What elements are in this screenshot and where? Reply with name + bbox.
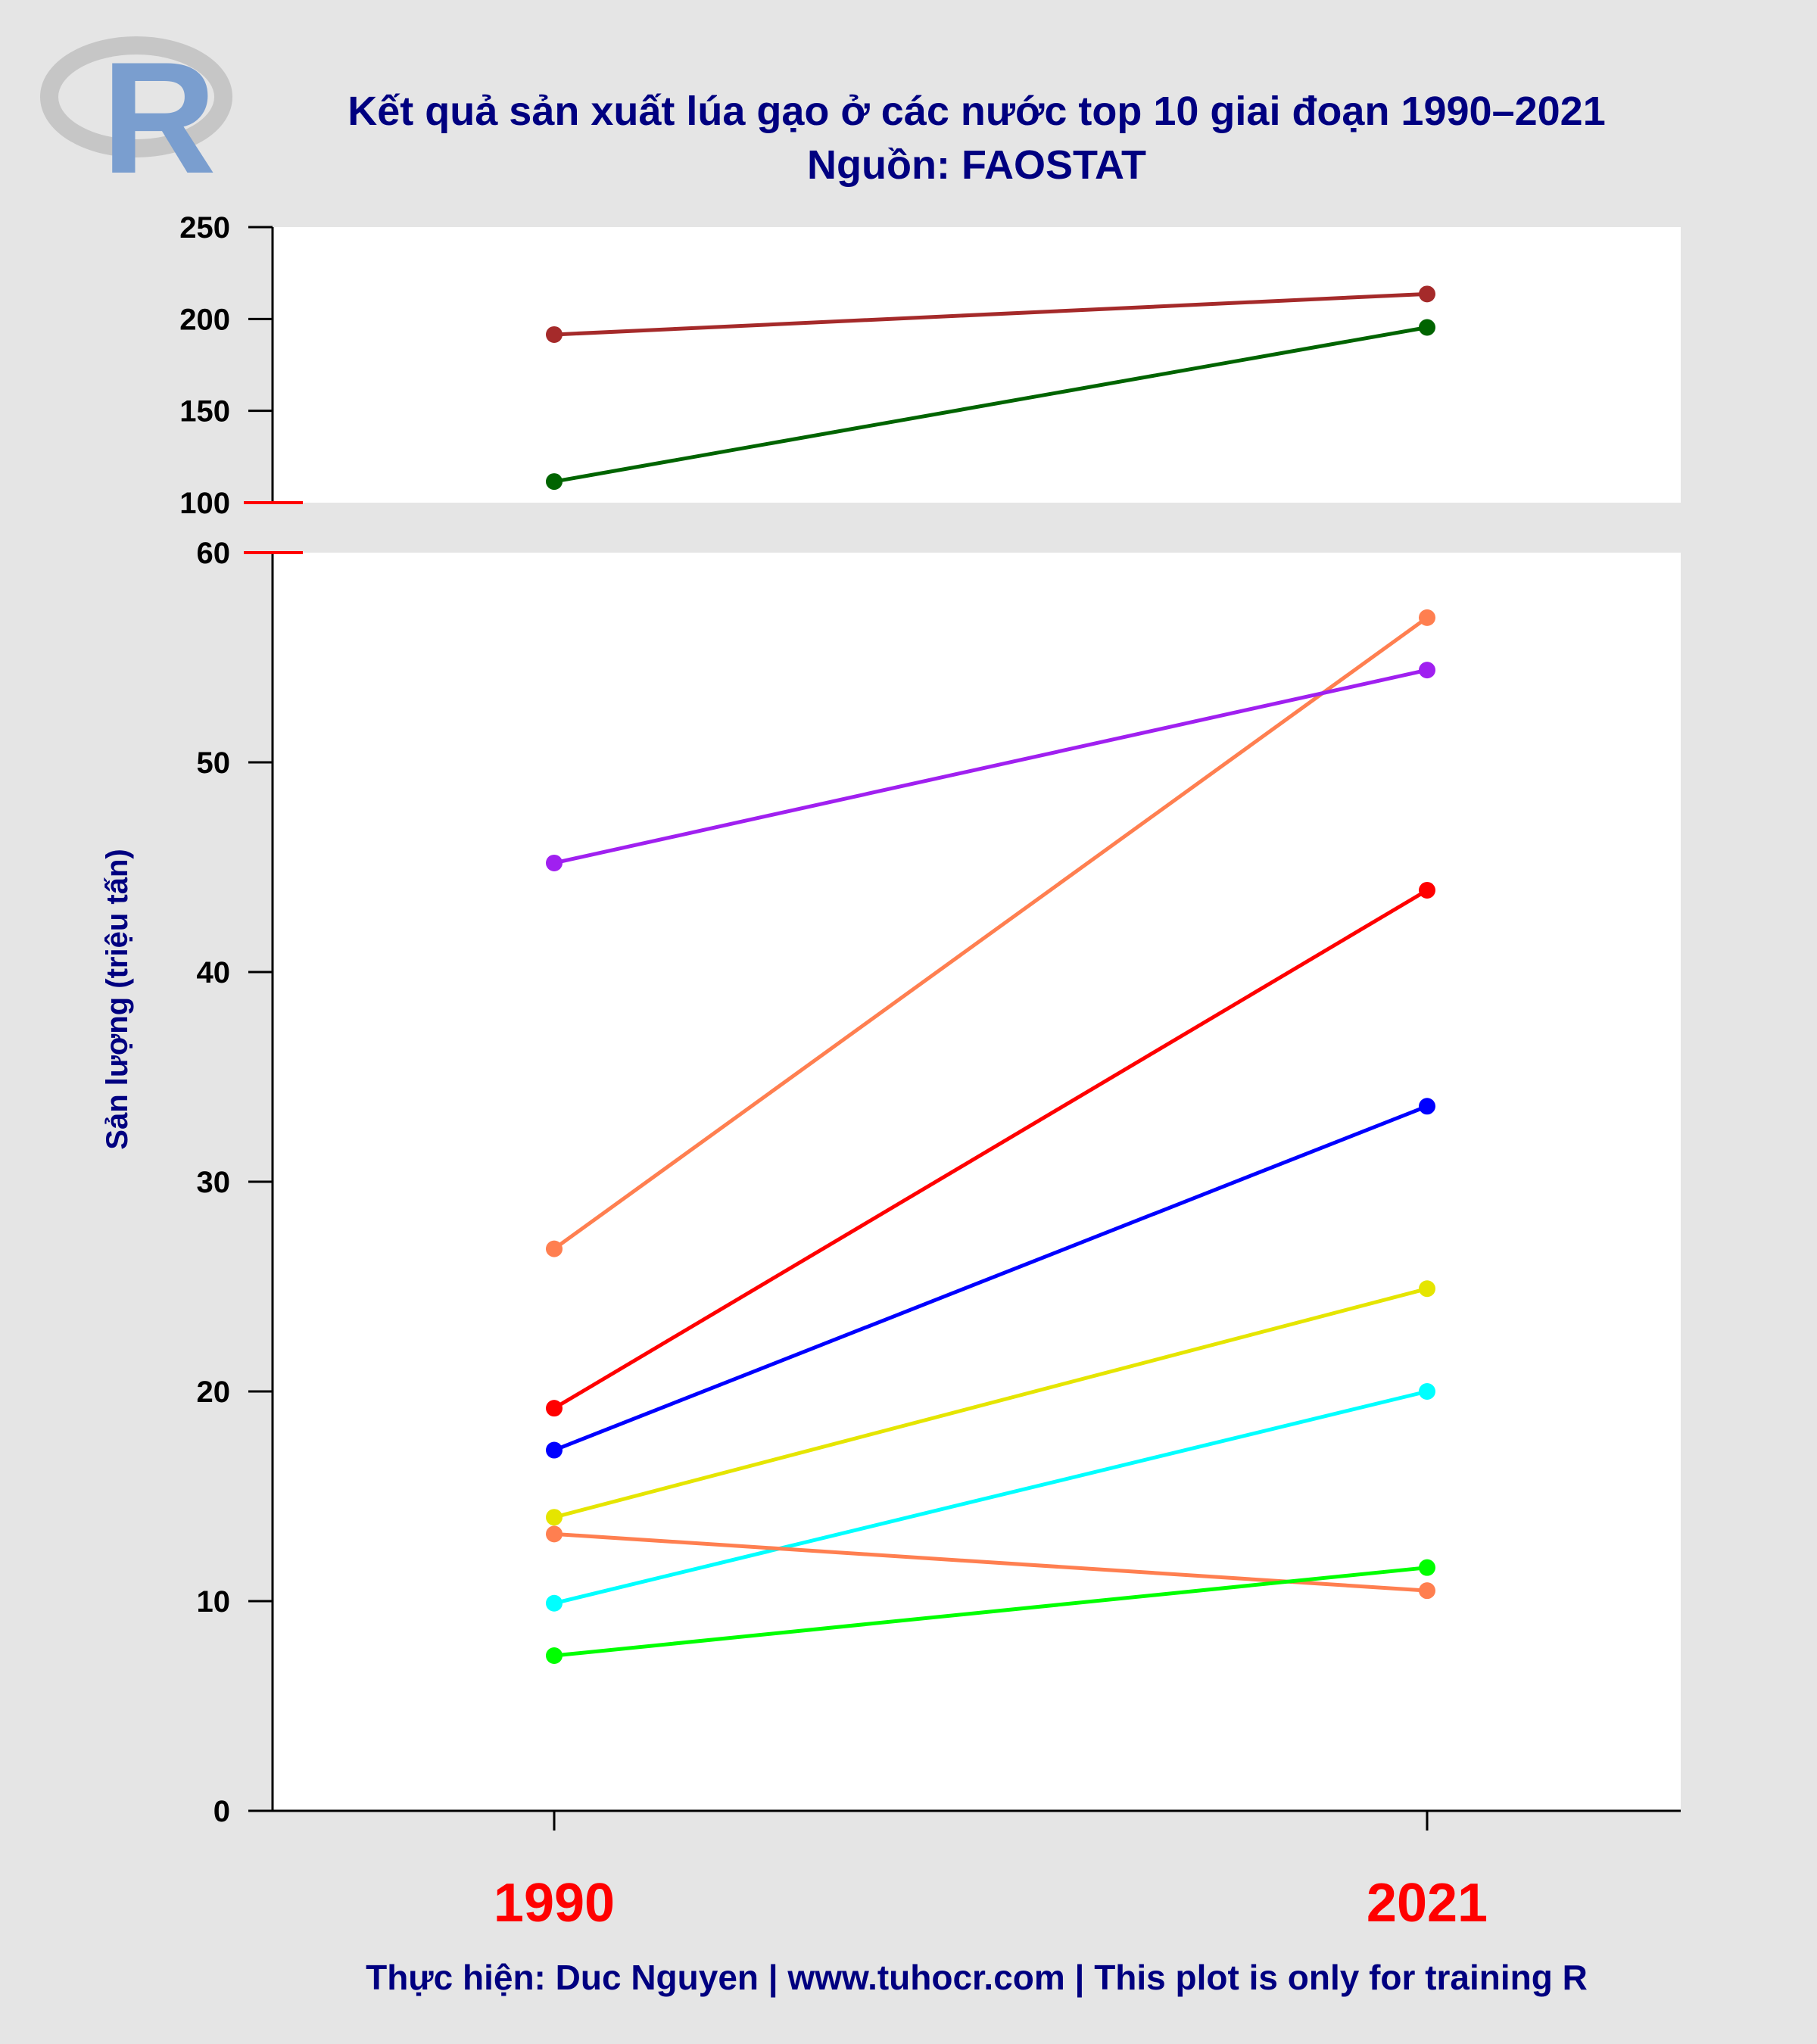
chart-subtitle: Nguồn: FAOSTAT: [807, 142, 1146, 188]
lower-tick-label: 20: [197, 1376, 231, 1409]
series-layer: [546, 285, 1435, 1665]
series-4: [546, 881, 1435, 1417]
series-point-2021: [1419, 1559, 1435, 1576]
lower-tick-label: 60: [197, 537, 231, 570]
series-point-1990: [546, 1525, 563, 1543]
series-point-1990: [546, 1240, 563, 1257]
y-axis: 100 150 200 250 0 10 20 30 40 50 60: [179, 211, 303, 1828]
series-point-1990: [546, 1647, 563, 1665]
series-line: [553, 668, 1428, 865]
series-point-1990: [546, 1441, 563, 1459]
r-logo-ring: [40, 36, 232, 157]
series-0: [546, 285, 1435, 343]
series-5: [546, 1098, 1435, 1459]
upper-tick-label: 150: [179, 395, 230, 428]
upper-y-ticks: 100 150 200 250: [179, 211, 273, 520]
r-logo-letter: R: [101, 29, 217, 207]
series-point-1990: [546, 1509, 563, 1526]
series-3: [546, 662, 1435, 871]
series-line: [553, 1286, 1428, 1519]
lower-tick-label: 40: [197, 956, 231, 989]
series-point-2021: [1419, 881, 1435, 899]
upper-panel-background: [273, 227, 1681, 503]
series-point-2021: [1419, 662, 1435, 679]
lower-panel-background: [273, 553, 1681, 1811]
series-point-2021: [1419, 1280, 1435, 1298]
series-point-1990: [546, 1594, 563, 1612]
series-7: [546, 1383, 1435, 1612]
lower-tick-label: 0: [213, 1795, 230, 1828]
y-axis-label: Sản lượng (triệu tấn): [101, 849, 134, 1149]
series-1: [546, 319, 1435, 491]
lower-tick-label: 10: [197, 1585, 231, 1619]
series-9: [546, 1559, 1435, 1665]
upper-tick-label: 200: [179, 303, 230, 336]
series-line: [553, 1389, 1428, 1606]
series-line: [553, 1104, 1428, 1452]
series-point-2021: [1419, 319, 1435, 336]
x-ticks: 1990 2021: [494, 1811, 1488, 1933]
series-point-1990: [546, 326, 563, 343]
series-line: [553, 1566, 1428, 1658]
series-line: [553, 291, 1428, 337]
upper-tick-label: 250: [179, 211, 230, 245]
series-point-1990: [546, 1400, 563, 1417]
lower-y-ticks: 0 10 20 30 40 50 60: [197, 537, 273, 1828]
series-line: [553, 888, 1429, 1410]
chart-title: Kết quả sản xuất lúa gạo ở các nước top …: [348, 89, 1605, 134]
series-point-2021: [1419, 1098, 1435, 1115]
series-6: [546, 1280, 1435, 1526]
series-point-1990: [546, 473, 563, 491]
x-tick-label-2021: 2021: [1367, 1873, 1488, 1933]
x-tick-label-1990: 1990: [494, 1873, 615, 1933]
series-line: [553, 326, 1428, 484]
x-axis: 1990 2021: [273, 1809, 1681, 1933]
series-point-2021: [1419, 285, 1435, 303]
series-point-2021: [1419, 1582, 1435, 1600]
series-line: [553, 615, 1429, 1251]
r-logo: R: [40, 29, 232, 207]
series-2: [546, 609, 1435, 1257]
series-point-2021: [1419, 609, 1435, 626]
lower-tick-label: 50: [197, 746, 231, 780]
chart-caption: Thực hiện: Duc Nguyen | www.tuhocr.com |…: [366, 1958, 1588, 1997]
series-point-1990: [546, 854, 563, 871]
series-point-2021: [1419, 1383, 1435, 1400]
upper-tick-label: 100: [179, 487, 230, 520]
lower-tick-label: 30: [197, 1166, 231, 1199]
